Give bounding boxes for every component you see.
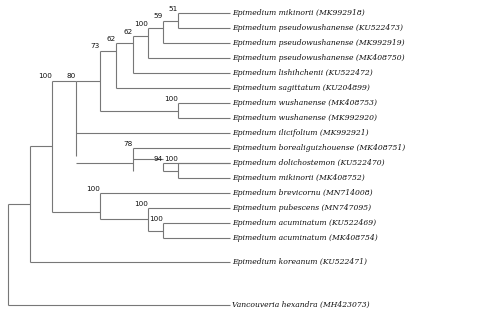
Text: Vancouveria hexandra (MH423073): Vancouveria hexandra (MH423073) (232, 301, 370, 309)
Text: 100: 100 (134, 201, 148, 207)
Text: Epimedium dolichostemon (KU522470): Epimedium dolichostemon (KU522470) (232, 159, 384, 167)
Text: Epimedium borealiguizhouense (MK408751): Epimedium borealiguizhouense (MK408751) (232, 144, 405, 152)
Text: 80: 80 (67, 74, 76, 79)
Text: Epimedium mikinorii (MK408752): Epimedium mikinorii (MK408752) (232, 174, 365, 182)
Text: 94: 94 (154, 156, 163, 162)
Text: 59: 59 (154, 14, 163, 19)
Text: Epimedium pseudowushanense (MK408750): Epimedium pseudowushanense (MK408750) (232, 54, 404, 62)
Text: 100: 100 (164, 96, 178, 102)
Text: 62: 62 (124, 29, 133, 34)
Text: 100: 100 (149, 216, 163, 222)
Text: Epimedium pseudowushanense (KU522473): Epimedium pseudowushanense (KU522473) (232, 24, 403, 32)
Text: 73: 73 (91, 43, 100, 50)
Text: Epimedium pubescens (MN747095): Epimedium pubescens (MN747095) (232, 204, 371, 212)
Text: Epimedium wushanense (MK408753): Epimedium wushanense (MK408753) (232, 99, 377, 107)
Text: Epimedium sagittatum (KU204899): Epimedium sagittatum (KU204899) (232, 84, 370, 92)
Text: 51: 51 (169, 6, 178, 12)
Text: 62: 62 (107, 36, 116, 42)
Text: 100: 100 (134, 21, 148, 27)
Text: Epimedium mikinorii (MK992918): Epimedium mikinorii (MK992918) (232, 9, 365, 17)
Text: 100: 100 (164, 156, 178, 162)
Text: Epimedium pseudowushanense (MK992919): Epimedium pseudowushanense (MK992919) (232, 39, 404, 47)
Text: Epimedium acuminatum (MK408754): Epimedium acuminatum (MK408754) (232, 234, 378, 242)
Text: Epimedium wushanense (MK992920): Epimedium wushanense (MK992920) (232, 114, 377, 122)
Text: 78: 78 (124, 141, 133, 147)
Text: 100: 100 (86, 186, 100, 192)
Text: Epimedium acuminatum (KU522469): Epimedium acuminatum (KU522469) (232, 219, 376, 227)
Text: Epimedium ilicifolium (MK992921): Epimedium ilicifolium (MK992921) (232, 129, 368, 137)
Text: Epimedium koreanum (KU522471): Epimedium koreanum (KU522471) (232, 258, 367, 266)
Text: Epimedium brevicornu (MN714008): Epimedium brevicornu (MN714008) (232, 189, 372, 197)
Text: 100: 100 (38, 74, 52, 79)
Text: Epimedium lishihchenii (KU522472): Epimedium lishihchenii (KU522472) (232, 69, 373, 77)
